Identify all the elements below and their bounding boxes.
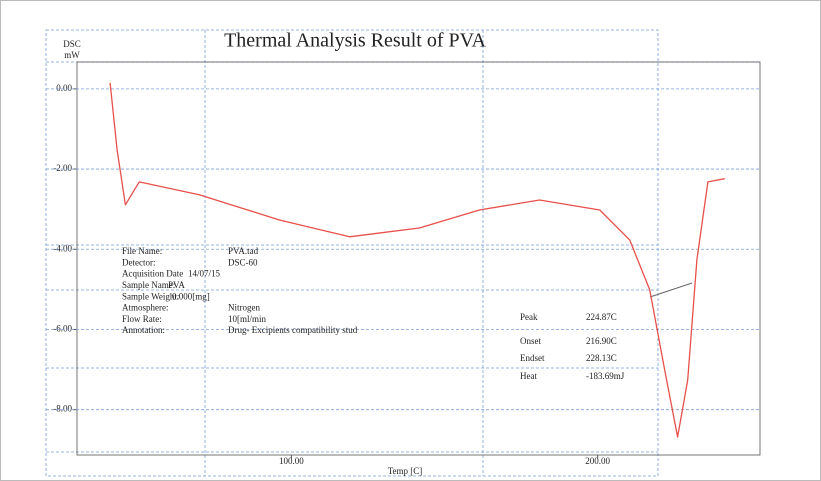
info-value: 10[ml/min bbox=[228, 314, 266, 324]
result-label: Peak bbox=[520, 312, 538, 322]
info-value: 14/07/15 bbox=[188, 269, 221, 279]
baseline bbox=[649, 282, 693, 298]
dsc-curve bbox=[109, 82, 725, 438]
info-label: Sample Name: bbox=[122, 280, 175, 290]
info-label: Detector: bbox=[122, 257, 155, 267]
chart-title: Thermal Analysis Result of PVA bbox=[224, 30, 486, 52]
result-label: Heat bbox=[520, 371, 537, 381]
x-tick-label: 200.00 bbox=[585, 456, 610, 466]
info-value: 0.000[mg] bbox=[172, 291, 210, 301]
info-label: Acquisition Date bbox=[122, 269, 183, 279]
result-value: -183.69mJ bbox=[586, 371, 625, 381]
info-value: Nitrogen bbox=[228, 303, 260, 313]
info-label: Annotation: bbox=[122, 325, 165, 335]
result-value: 228.13C bbox=[586, 353, 617, 363]
info-value: Drug- Excipients compatibility stud bbox=[228, 325, 358, 335]
info-label: Flow Rate: bbox=[122, 314, 162, 324]
x-tick-label: 100.00 bbox=[279, 456, 304, 466]
y-tick-label: -8.00 bbox=[53, 404, 72, 414]
y-tick-label: -6.00 bbox=[53, 324, 72, 334]
info-value: PVA bbox=[168, 280, 185, 290]
y-axis-unit: mW bbox=[64, 50, 80, 60]
y-axis-label: DSC bbox=[63, 39, 81, 49]
info-value: PVA.tad bbox=[228, 246, 259, 256]
y-tick-label: 0.00 bbox=[56, 83, 72, 93]
plot-frame bbox=[76, 61, 761, 456]
result-value: 224.87C bbox=[586, 312, 617, 322]
info-label: Atmosphere: bbox=[122, 303, 169, 313]
info-label: Sample Weight: bbox=[122, 291, 179, 301]
info-label: File Name: bbox=[122, 246, 162, 256]
y-tick-label: -4.00 bbox=[53, 243, 72, 253]
y-tick-label: -2.00 bbox=[53, 163, 72, 173]
result-label: Endset bbox=[520, 353, 545, 363]
x-axis-label: Temp [C] bbox=[388, 466, 423, 476]
result-label: Onset bbox=[520, 336, 541, 346]
info-value: DSC-60 bbox=[228, 257, 258, 267]
result-value: 216.90C bbox=[586, 336, 617, 346]
